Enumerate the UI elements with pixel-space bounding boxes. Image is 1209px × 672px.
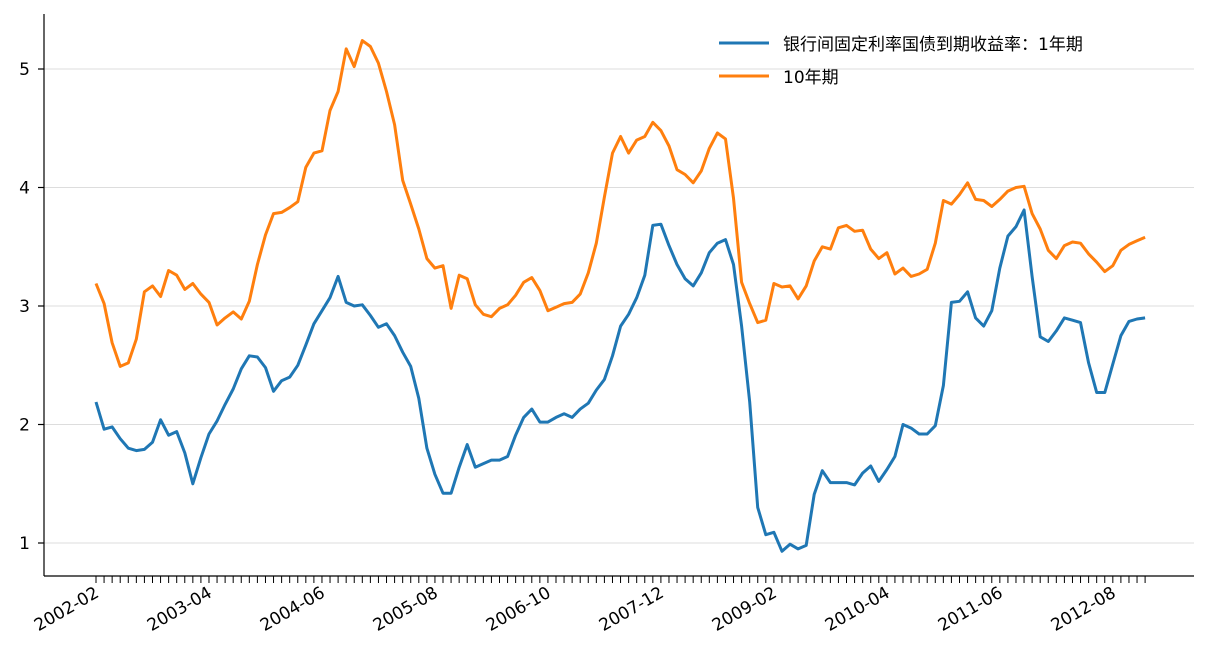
y-tick-label-4: 4 — [19, 179, 30, 199]
x-tick-label-2006-10: 2006-10 — [483, 583, 555, 636]
x-tick-label-2002-02: 2002-02 — [31, 583, 103, 636]
x-tick-label-2011-06: 2011-06 — [935, 583, 1007, 636]
legend-label-1y: 银行间固定利率国债到期收益率：1年期 — [783, 35, 1083, 55]
gridlines — [44, 68, 1194, 544]
y-ticks: 1 2 3 4 5 — [19, 60, 44, 554]
x-ticks: 2002-02 2003-04 2004-06 2005-08 2006-10 2007-… — [31, 576, 1146, 636]
x-tick-label-2009-02: 2009-02 — [709, 583, 781, 636]
legend-label-10y: 10年期 — [783, 68, 839, 88]
x-tick-label-2010-04: 2010-04 — [822, 583, 894, 636]
series-line-0 — [94, 208, 1146, 553]
x-tick-label-2007-12: 2007-12 — [596, 583, 668, 636]
y-tick-label-3: 3 — [19, 297, 30, 317]
y-tick-label-5: 5 — [19, 60, 30, 80]
axes — [43, 14, 1194, 577]
x-tick-label-2004-06: 2004-06 — [257, 583, 329, 636]
x-tick-label-2005-08: 2005-08 — [370, 583, 442, 636]
y-tick-label-1: 1 — [19, 534, 30, 554]
series-lines — [94, 39, 1146, 553]
legend: 银行间固定利率国债到期收益率：1年期 10年期 — [719, 35, 1083, 88]
x-tick-label-2012-08: 2012-08 — [1048, 583, 1120, 636]
series-line-1 — [94, 39, 1146, 368]
x-tick-label-2003-04: 2003-04 — [144, 583, 216, 636]
y-tick-label-2: 2 — [19, 416, 30, 436]
